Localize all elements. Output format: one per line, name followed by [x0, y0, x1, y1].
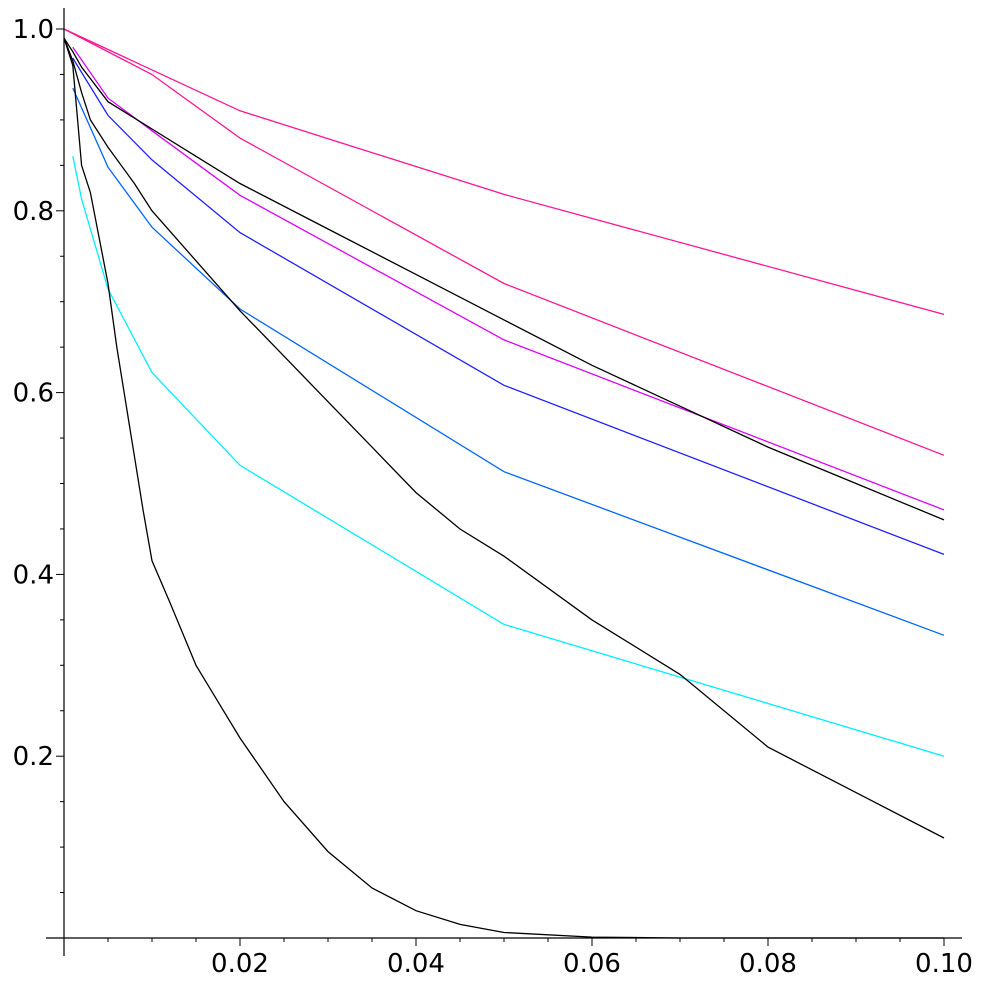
y-tick-label: 0.4 — [13, 560, 54, 590]
series-line-7 — [63, 37, 945, 521]
y-tick-label: 0.2 — [13, 742, 54, 772]
y-tick-label: 0.8 — [13, 197, 54, 227]
x-tick-label: 0.08 — [739, 949, 797, 979]
x-tick-label: 0.04 — [387, 949, 445, 979]
x-tick-label: 0.02 — [211, 949, 269, 979]
series-line-9 — [63, 37, 944, 939]
x-tick-label: 0.06 — [563, 949, 621, 979]
series-layer — [63, 28, 945, 939]
series-line-3 — [72, 46, 945, 511]
series-line-2 — [63, 28, 945, 456]
series-line-4 — [72, 57, 945, 556]
series-line-6 — [72, 156, 945, 757]
y-tick-label: 1.0 — [13, 15, 54, 45]
series-line-8 — [63, 37, 945, 839]
ticks-layer: 0.02 0.04 0.06 0.08 0.10 0.2 0.4 0.6 0.8 1.0 — [13, 15, 973, 979]
y-tick-label: 0.6 — [13, 379, 54, 409]
x-tick-label: 0.10 — [915, 949, 973, 979]
axes-layer — [46, 8, 962, 956]
series-line-1 — [63, 28, 945, 316]
series-line-5 — [72, 87, 945, 636]
